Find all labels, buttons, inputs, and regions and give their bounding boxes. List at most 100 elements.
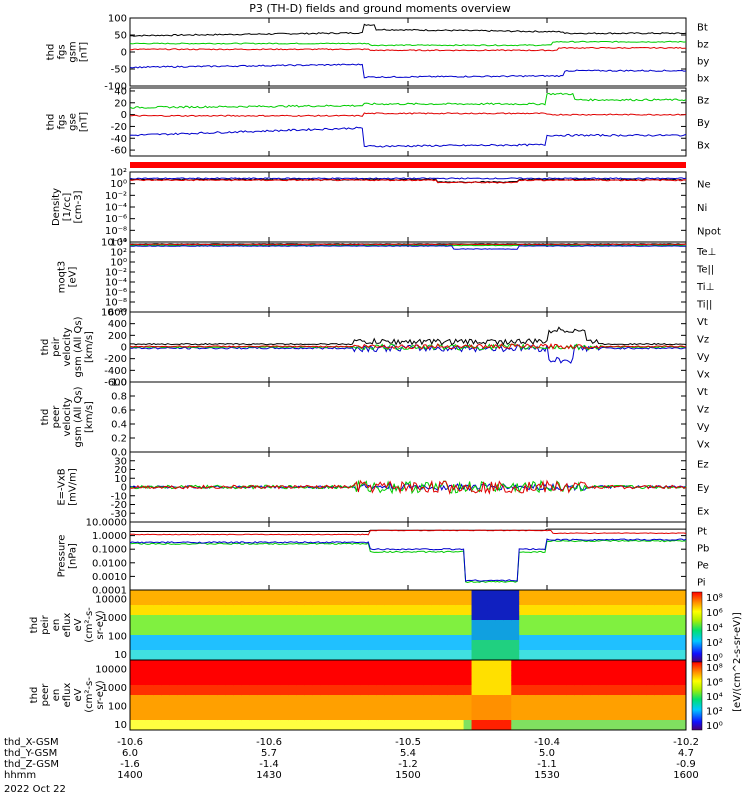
y-tick-label: 1.0000 [92, 531, 127, 542]
y-axis-label: Density [51, 188, 62, 226]
y-axis-label: moqt3 [57, 261, 68, 294]
series-line-bx [129, 63, 687, 79]
colorbar-label: [eV/(cm^2-s-sr-eV)] [732, 612, 743, 712]
y-tick-label: 0 [121, 343, 127, 354]
colorbar-tick-label: 10⁴ [706, 623, 723, 634]
y-tick-label: 10⁻⁸ [105, 298, 127, 309]
y-tick-label: 10⁰ [110, 179, 127, 190]
y-tick-label: 10 [114, 474, 127, 485]
y-tick-label: 0 [121, 110, 127, 121]
series-line-npot [129, 177, 687, 180]
y-tick-label: 10² [110, 168, 127, 179]
panel-frame [129, 171, 687, 243]
legend-entry: Vy [697, 352, 710, 363]
panel-peer_vel: 1.0 0.8 0.6 0.4 0.2 0.0 thd peer velocity gsm (Al… [40, 378, 710, 459]
legend-entry: Ex [697, 506, 709, 517]
legend-entry: Ez [697, 460, 709, 471]
y-axis-label: [1/cc] [62, 193, 73, 222]
y-tick-label: 50 [114, 31, 127, 42]
y-tick-label: 10⁻² [105, 191, 127, 202]
y-axis-label: Pressure [57, 535, 68, 578]
x-axis-value: 5.0 [539, 748, 555, 759]
y-tick-label: 20 [114, 98, 127, 109]
y-tick-label: 0.4 [111, 420, 127, 431]
legend-entry: Pi [697, 578, 706, 589]
y-tick-label: 10⁴ [110, 238, 127, 249]
legend-entry: by [697, 57, 709, 68]
y-tick-label: 600 [108, 308, 127, 319]
legend-entry: By [697, 118, 710, 129]
y-tick-label: 400 [108, 319, 127, 330]
legend-entry: Vt [697, 387, 708, 398]
legend-entry: Te⊥ [696, 247, 716, 258]
colorbar: 10⁸10⁶10⁴10²10⁰10⁸10⁶10⁴10²10⁰[eV/(cm^2-… [691, 591, 743, 732]
y-axis-label: thd [29, 617, 40, 634]
y-tick-label: 10 [114, 650, 127, 661]
series-line-ez [129, 479, 687, 496]
y-axis-label: peir [40, 614, 51, 634]
x-axis-value: -0.9 [676, 759, 696, 770]
y-axis-label: (cm²-s- [84, 677, 95, 713]
legend-entry: Bx [697, 141, 710, 152]
y-axis-label: fgs [57, 114, 68, 129]
x-axis-row-label: thd_Z-GSM [4, 759, 59, 770]
x-axis-value: 5.7 [261, 748, 277, 759]
legend-entry: Npot [697, 226, 721, 237]
y-axis-label: peir [51, 336, 62, 356]
y-axis-label: thd [29, 687, 40, 704]
y-tick-label: 10⁻⁶ [105, 288, 127, 299]
colorbar-tick-label: 10⁴ [706, 692, 723, 703]
y-tick-label: -30 [111, 509, 127, 520]
x-axis-row-label: thd_Y-GSM [4, 748, 57, 759]
y-tick-label: -60 [111, 146, 127, 157]
legend-entry: Pb [697, 544, 709, 555]
x-axis-value: 1500 [395, 770, 420, 781]
x-axis-value: 1430 [256, 770, 281, 781]
series-line-by [129, 40, 687, 47]
y-axis-label: eV [73, 688, 84, 701]
legend-entry: Pe [697, 561, 709, 572]
legend-entry: Vx [697, 439, 710, 450]
y-tick-label: 10⁻⁴ [105, 203, 127, 214]
y-axis-label: gsm (All Qs) [73, 386, 84, 447]
series-line-vz [129, 342, 687, 350]
legend-entry: Vz [697, 334, 709, 345]
y-tick-label: 10² [110, 248, 127, 259]
y-axis-label: eflux [62, 683, 73, 708]
series-line-ne [129, 179, 687, 184]
legend-entry: bz [697, 40, 709, 51]
colorbar-tick-label: 10⁶ [706, 608, 723, 619]
legend-entry: Ti|| [696, 299, 712, 310]
y-tick-label: 0.8 [111, 392, 127, 403]
panel-fgs_gsm: 100 50 0 -50 -100 thd fgs gsm [nT] Bt bz by bx [46, 14, 710, 93]
x-axis-value: 6.0 [122, 748, 138, 759]
y-axis-label: [nT] [79, 112, 90, 132]
series-line-bz [130, 46, 687, 52]
panel-frame [129, 17, 687, 87]
x-axis-value: -1.1 [537, 759, 557, 770]
series-line-Bz [130, 112, 687, 117]
colorbar-tick-label: 10⁸ [706, 663, 723, 674]
legend-entry: Bz [697, 95, 709, 106]
y-tick-label: -600 [104, 378, 127, 389]
y-tick-label: 100 [108, 14, 127, 25]
y-tick-label: 0.6 [111, 406, 127, 417]
y-tick-label: 10⁻⁴ [105, 278, 127, 289]
y-axis-label: thd [46, 114, 57, 131]
series-line-vy [129, 343, 687, 351]
x-axis-value: -10.2 [673, 737, 699, 748]
y-axis-label: (cm²-s- [84, 607, 95, 643]
y-tick-label: 10.0000 [86, 518, 127, 529]
y-axis-label: thd [40, 339, 51, 356]
quality-flag-bar [130, 162, 686, 168]
y-tick-label: 10000 [95, 594, 127, 605]
x-axis-value: -10.6 [256, 737, 282, 748]
y-tick-label: 10⁻⁸ [105, 226, 127, 237]
y-axis-label: gsm [68, 41, 79, 62]
legend-entry: Bt [697, 23, 708, 34]
legend-entry: Vz [697, 404, 709, 415]
y-tick-label: 0 [121, 483, 127, 494]
y-tick-label: 0.1000 [92, 545, 127, 556]
